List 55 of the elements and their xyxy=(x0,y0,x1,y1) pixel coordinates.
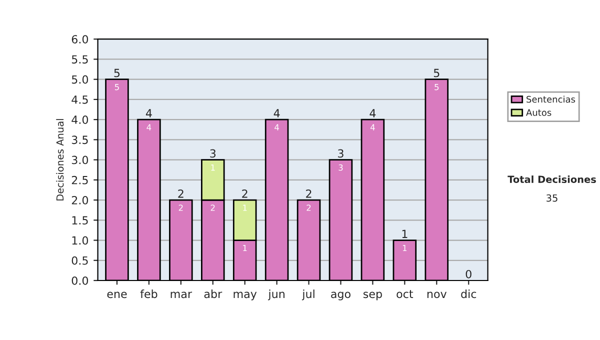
total-label: 5 xyxy=(434,68,440,78)
text: 6.0 xyxy=(72,35,88,44)
text: 4.5 xyxy=(72,96,88,104)
total-label: 2 xyxy=(178,189,184,198)
x-tick-label: sep xyxy=(363,292,382,300)
x-tick-label: jun xyxy=(268,290,284,300)
total-label: 2 xyxy=(242,189,248,198)
text: 1.5 xyxy=(72,216,88,225)
data-label: 4 xyxy=(146,124,152,130)
data-label: 5 xyxy=(434,84,439,90)
data-label: 4 xyxy=(370,124,375,130)
text: 0.5 xyxy=(72,256,88,265)
total-label: 2 xyxy=(306,189,312,198)
data-label: 3 xyxy=(338,164,343,171)
text: Total Decisiones xyxy=(508,175,596,184)
text: 5.0 xyxy=(72,75,88,84)
total-label: 1 xyxy=(402,230,408,238)
total-label: 5 xyxy=(114,68,120,78)
total-label: 4 xyxy=(146,109,152,118)
legend-label: Autos xyxy=(526,109,552,116)
x-tick-label: ene xyxy=(107,292,127,298)
text: 4.0 xyxy=(72,116,88,124)
x-tick-label: may xyxy=(234,292,257,300)
text: 1.0 xyxy=(72,236,88,245)
total-label: 4 xyxy=(274,109,280,118)
y-axis-title: Decisiones Anual xyxy=(56,119,64,200)
data-label: 1 xyxy=(243,204,247,211)
x-tick-label: abr xyxy=(204,290,222,298)
data-label: 1 xyxy=(243,244,247,252)
data-label: 4 xyxy=(274,124,279,130)
data-label: 1 xyxy=(211,164,215,171)
text: 2.5 xyxy=(72,176,88,184)
x-tick-label: mar xyxy=(170,292,192,298)
total-label: 3 xyxy=(210,149,216,158)
data-label: 2 xyxy=(210,204,215,211)
x-tick-label: jul xyxy=(302,290,314,300)
text: 5.5 xyxy=(72,55,88,64)
x-tick-label: nov xyxy=(427,292,447,298)
x-tick-label: dic xyxy=(461,290,476,298)
text: 0.0 xyxy=(72,276,88,285)
x-tick-label: ago xyxy=(331,292,350,300)
legend-label: Sentencias xyxy=(526,96,576,103)
data-label: 2 xyxy=(306,204,311,211)
text: 35 xyxy=(546,194,558,202)
x-tick-label: oct xyxy=(396,290,414,298)
total-label: 3 xyxy=(338,149,344,158)
data-label: 1 xyxy=(402,244,407,252)
x-tick-label: feb xyxy=(140,290,158,298)
total-label: 4 xyxy=(370,109,376,118)
data-label: 5 xyxy=(114,84,119,90)
total-label: 0 xyxy=(466,270,472,278)
text: 3.5 xyxy=(72,136,88,144)
data-label: 2 xyxy=(178,204,183,211)
text: 2.0 xyxy=(72,196,88,204)
text: 3.0 xyxy=(72,156,88,164)
